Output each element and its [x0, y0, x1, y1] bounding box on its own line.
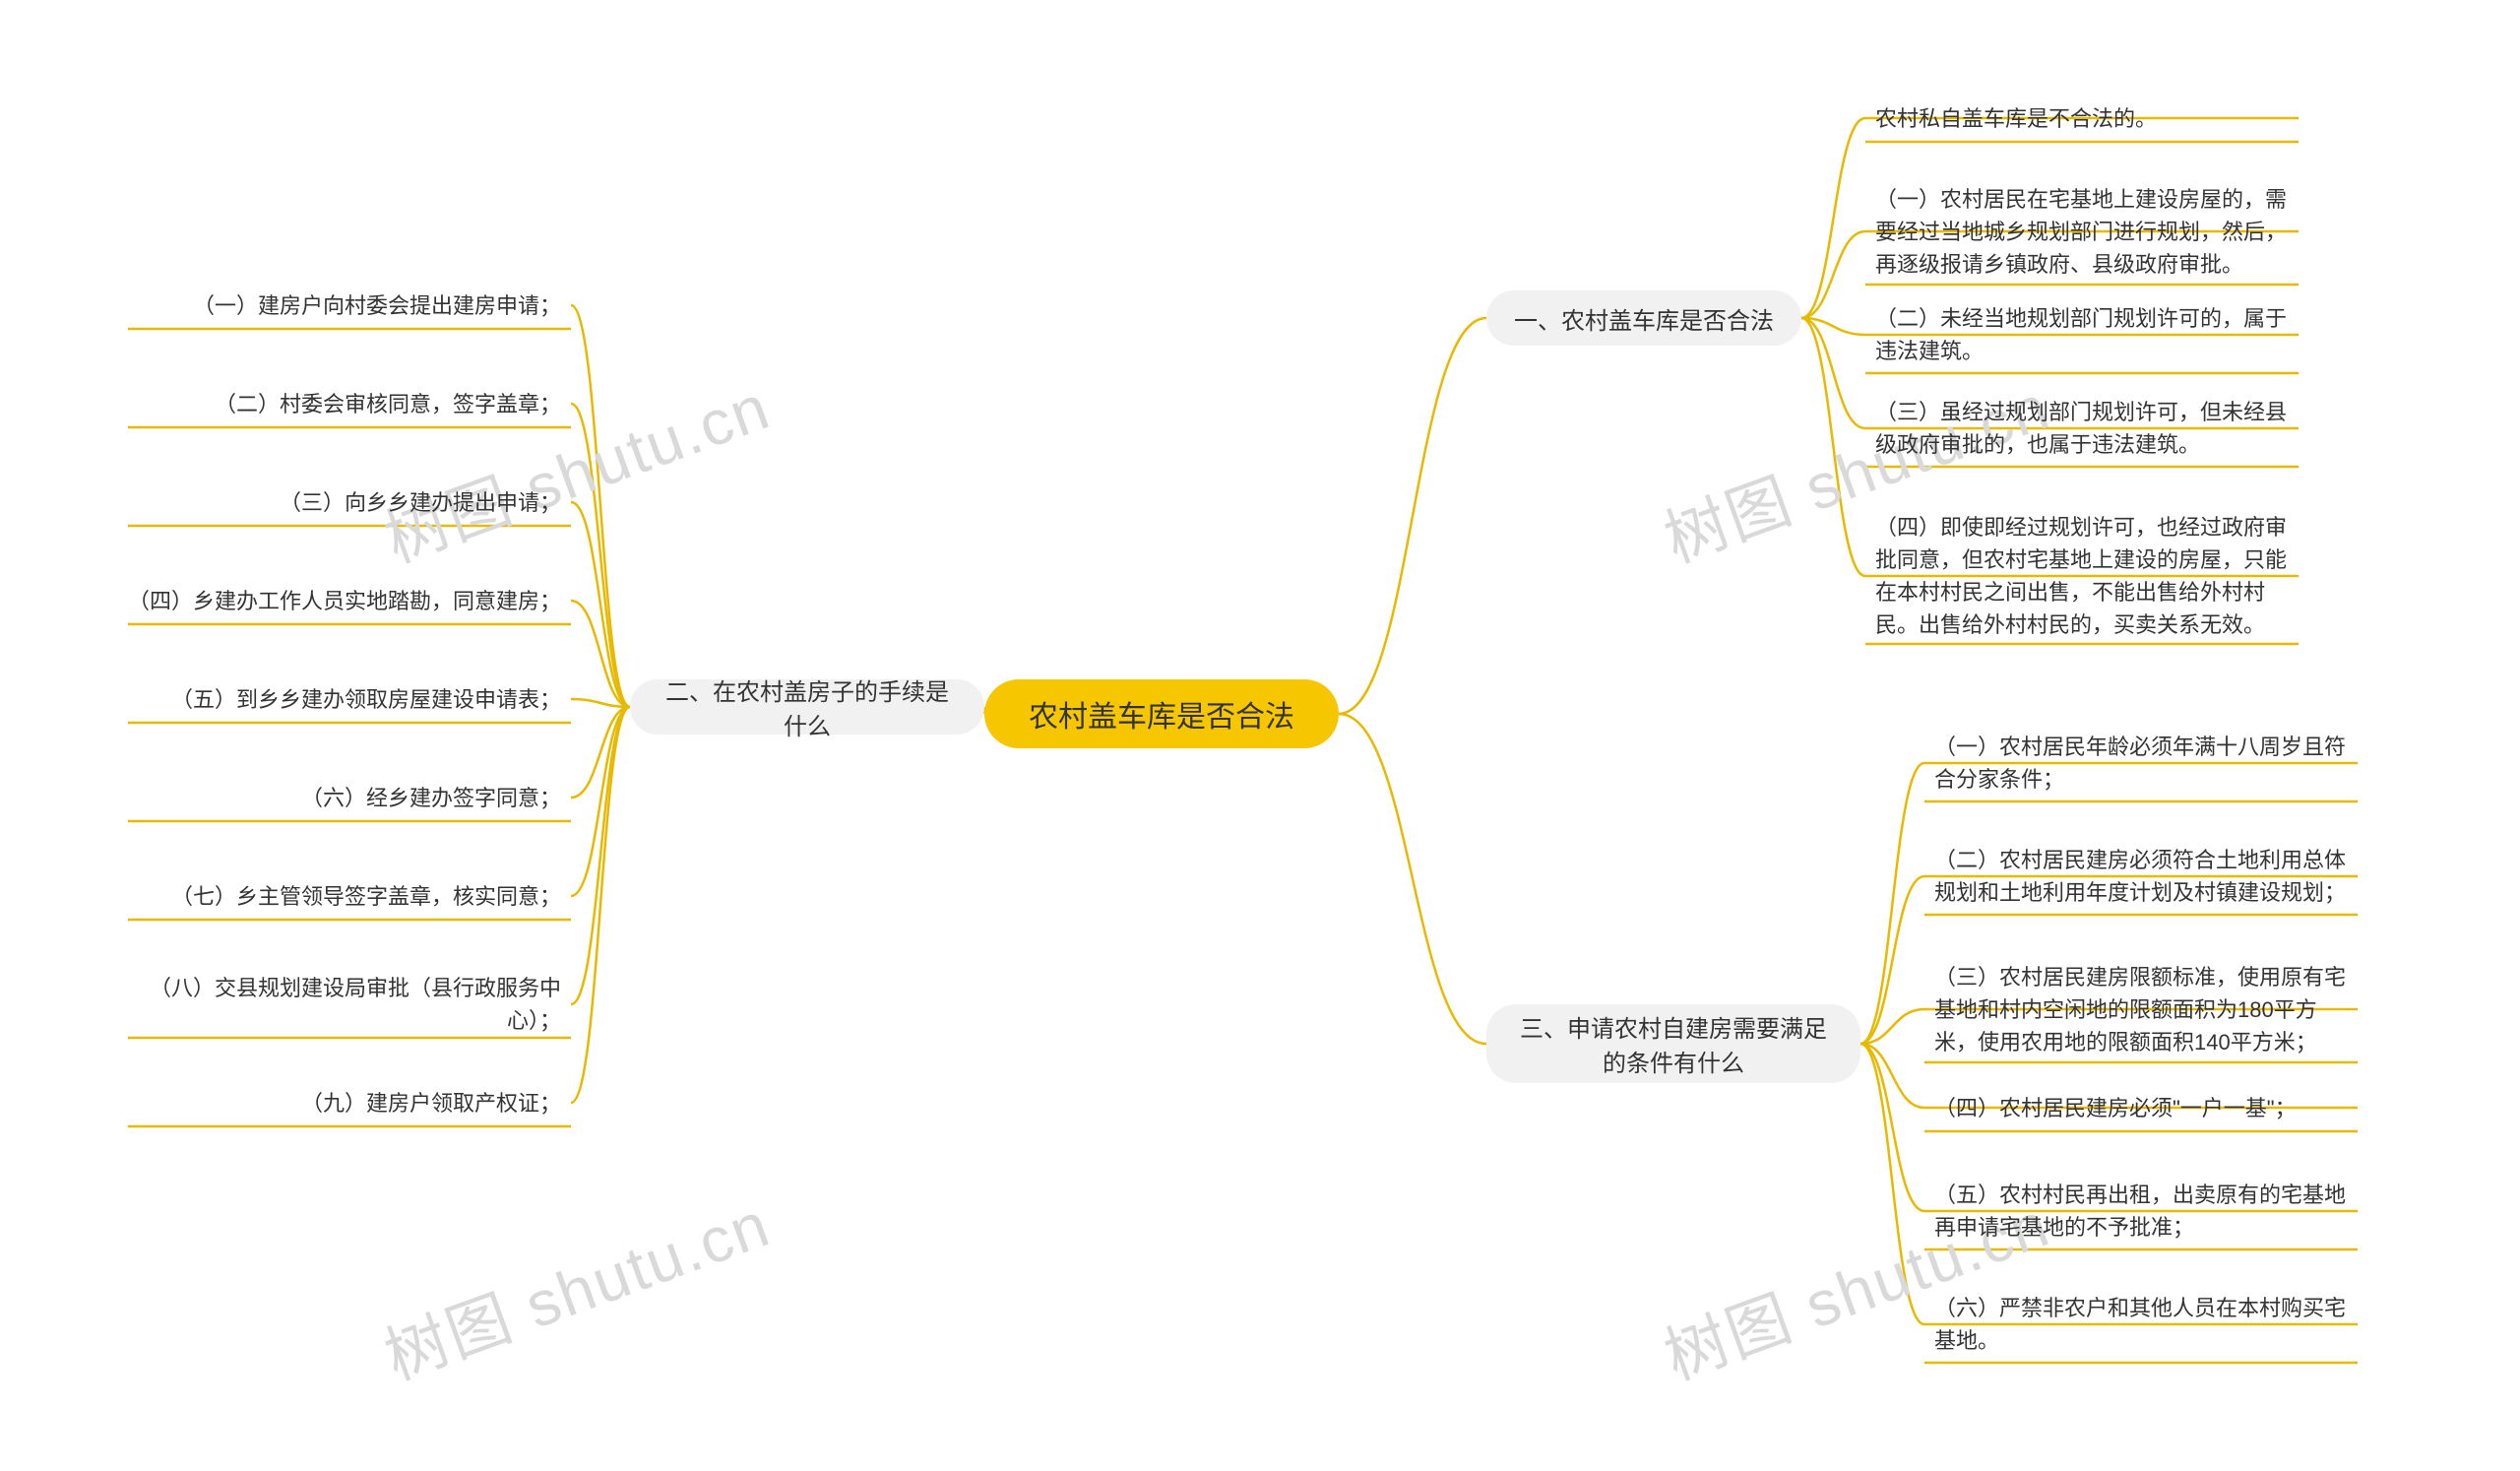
leaf-node: （二）村委会审核同意，签字盖章；	[128, 384, 561, 423]
leaf-node: （四）即使即经过规划许可，也经过政府审批同意，但农村宅基地上建设的房屋，只能在本…	[1875, 512, 2299, 640]
leaf-node: （二）农村居民建房必须符合土地利用总体规划和土地利用年度计划及村镇建设规划；	[1934, 842, 2358, 911]
leaf-node: 农村私自盖车库是不合法的。	[1875, 98, 2299, 138]
leaf-node: （四）乡建办工作人员实地踏勘，同意建房；	[128, 581, 561, 620]
leaf-node: （七）乡主管领导签字盖章，核实同意；	[128, 876, 561, 916]
leaf-node: （五）到乡乡建办领取房屋建设申请表；	[128, 679, 561, 719]
leaf-node: （三）向乡乡建办提出申请；	[128, 482, 561, 522]
leaf-node: （三）虽经过规划部门规划许可，但未经县级政府审批的，也属于违法建筑。	[1875, 394, 2299, 463]
branch-node[interactable]: 一、农村盖车库是否合法	[1486, 290, 1801, 346]
mindmap-canvas: 树图 shutu.cn 树图 shutu.cn 树图 shutu.cn 树图 s…	[0, 0, 2520, 1471]
leaf-node: （一）农村居民在宅基地上建设房屋的，需要经过当地城乡规划部门进行规划，然后，再逐…	[1875, 182, 2299, 281]
branch-node[interactable]: 三、申请农村自建房需要满足的条件有什么	[1486, 1004, 1860, 1083]
leaf-node: （六）经乡建办签字同意；	[128, 778, 561, 817]
leaf-node: （一）建房户向村委会提出建房申请；	[128, 286, 561, 325]
leaf-node: （六）严禁非农户和其他人员在本村购买宅基地。	[1934, 1290, 2358, 1359]
leaf-node: （二）未经当地规划部门规划许可的，属于违法建筑。	[1875, 300, 2299, 369]
leaf-node: （五）农村村民再出租，出卖原有的宅基地再申请宅基地的不予批准；	[1934, 1177, 2358, 1246]
leaf-node: （八）交县规划建设局审批（县行政服务中心）；	[128, 975, 561, 1034]
leaf-node: （四）农村居民建房必须"一户一基"；	[1934, 1088, 2358, 1127]
branch-node[interactable]: 二、在农村盖房子的手续是什么	[630, 679, 984, 735]
leaf-node: （九）建房户领取产权证；	[128, 1083, 561, 1122]
root-node[interactable]: 农村盖车库是否合法	[984, 679, 1339, 748]
watermark: 树图 shutu.cn	[371, 1175, 781, 1398]
leaf-node: （三）农村居民建房限额标准，使用原有宅基地和村内空闲地的限额面积为180平方米，…	[1934, 960, 2358, 1058]
leaf-node: （一）农村居民年龄必须年满十八周岁且符合分家条件；	[1934, 729, 2358, 798]
